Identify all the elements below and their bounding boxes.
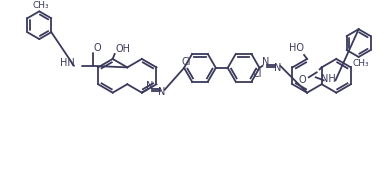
Text: NH: NH	[321, 74, 336, 84]
Text: N: N	[158, 87, 165, 97]
Text: N: N	[146, 81, 154, 91]
Text: HO: HO	[289, 43, 304, 53]
Text: Cl: Cl	[181, 57, 191, 67]
Text: O: O	[298, 75, 306, 85]
Text: OH: OH	[115, 44, 130, 54]
Text: N: N	[262, 57, 269, 67]
Text: N: N	[274, 63, 281, 73]
Text: O: O	[94, 43, 102, 53]
Text: CH₃: CH₃	[352, 59, 369, 68]
Text: CH₃: CH₃	[33, 1, 50, 10]
Text: HN: HN	[60, 58, 74, 68]
Text: Cl: Cl	[253, 69, 262, 79]
